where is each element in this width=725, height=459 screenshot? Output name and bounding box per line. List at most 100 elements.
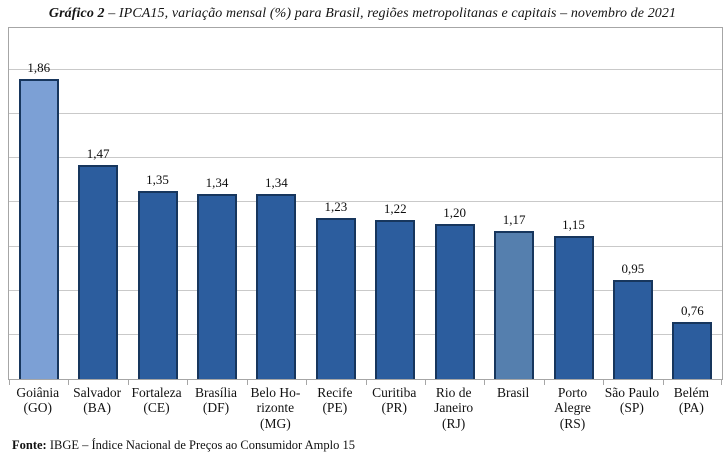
axis-tick xyxy=(662,379,664,385)
x-axis-label-line: Recife xyxy=(317,385,353,400)
axis-tick xyxy=(306,379,308,385)
gridline xyxy=(9,333,722,335)
bar xyxy=(494,231,535,379)
x-axis-label-line: Goiânia xyxy=(16,385,60,400)
x-axis-label-line: Brasil xyxy=(496,385,530,400)
bar-value-label: 1,15 xyxy=(562,216,585,232)
x-axis-label-line: (MG) xyxy=(260,415,291,431)
x-axis-label-line: Rio de xyxy=(435,385,472,400)
gridline xyxy=(9,68,722,70)
bar-value-label: 1,47 xyxy=(86,145,110,161)
chart-title-prefix: Gráfico 2 xyxy=(48,6,105,21)
bar-slot: 1,35 xyxy=(128,28,187,379)
axis-tick xyxy=(484,379,486,385)
bar xyxy=(256,193,297,379)
chart-title-rest: – IPCA15, variação mensal (%) para Brasi… xyxy=(104,6,677,21)
bar-value-label: 1,34 xyxy=(205,174,229,190)
bar xyxy=(434,224,475,379)
bar xyxy=(137,191,178,379)
axis-tick xyxy=(9,379,10,385)
bar-slot: 1,34 xyxy=(247,28,306,379)
bar-value-label: 1,17 xyxy=(502,212,526,228)
chart-title: Gráfico 2 – IPCA15, variação mensal (%) … xyxy=(0,6,725,22)
bar xyxy=(315,217,356,379)
bar-value-label: 1,23 xyxy=(324,198,348,214)
x-axis-label: Rio de Janeiro (RJ) xyxy=(424,385,483,431)
bar-value-label: 1,35 xyxy=(146,172,169,188)
x-axis-label-line: Porto xyxy=(557,385,588,400)
bar xyxy=(553,235,594,379)
gridline xyxy=(9,157,722,159)
x-axis-label-line: (PR) xyxy=(381,400,407,416)
x-axis-label: Brasília (DF) xyxy=(186,385,245,431)
x-axis-label-line: São Paulo xyxy=(604,385,660,400)
x-axis-label-line: (BA) xyxy=(83,400,111,416)
source-text: IBGE – Índice Nacional de Preços ao Cons… xyxy=(46,438,355,452)
x-axis-label-line: (PE) xyxy=(322,400,348,416)
gridline xyxy=(9,201,722,203)
x-axis-label-line: (RS) xyxy=(559,415,586,431)
axis-tick xyxy=(721,379,722,385)
x-axis-label: Fortaleza (CE) xyxy=(127,385,186,431)
x-axis-label: Brasil xyxy=(483,385,542,431)
bar-chart: 1,86 1,47 1,35 1,34 1,34 1,23 1,22 1,20 1,17 1,15… xyxy=(8,27,723,385)
bar-slot: 1,34 xyxy=(187,28,246,379)
axis-tick xyxy=(68,379,70,385)
source-label: Fonte: xyxy=(12,438,47,452)
source-note: Fonte: IBGE – Índice Nacional de Preços … xyxy=(12,438,355,453)
x-axis-label-line: Fortaleza xyxy=(131,385,182,400)
x-axis-label: Belém (PA) xyxy=(662,385,721,431)
x-axis-label-line: rizonte xyxy=(256,400,295,416)
bar-slot: 1,22 xyxy=(366,28,425,379)
x-axis-label-line: (RJ) xyxy=(442,415,466,431)
x-axis-label: São Paulo (SP) xyxy=(602,385,661,431)
x-axis-label-line: Belo Ho- xyxy=(250,385,301,400)
bar-value-label: 1,86 xyxy=(27,59,51,75)
x-axis-label-line: Salvador xyxy=(73,385,122,400)
x-axis-label-line: (CE) xyxy=(143,400,170,416)
bar xyxy=(196,193,237,379)
x-axis-label-line: Janeiro xyxy=(434,400,474,416)
x-axis-label-line: Belém xyxy=(673,385,709,400)
bar-value-label: 1,22 xyxy=(383,201,407,217)
bars-row: 1,86 1,47 1,35 1,34 1,34 1,23 1,22 1,20 1,17 1,15… xyxy=(9,28,722,379)
bar-value-label: 1,20 xyxy=(443,205,467,221)
x-axis-label: Curitiba (PR) xyxy=(365,385,424,431)
bar-slot: 1,20 xyxy=(425,28,484,379)
bar-slot: 0,95 xyxy=(603,28,662,379)
bar-slot: 1,15 xyxy=(544,28,603,379)
x-axis-label: Salvador (BA) xyxy=(67,385,126,431)
x-axis-label-line: Brasília xyxy=(194,385,237,400)
x-axis-label-line: (SP) xyxy=(619,400,644,416)
bar-slot: 1,86 xyxy=(9,28,68,379)
plot-area: 1,86 1,47 1,35 1,34 1,34 1,23 1,22 1,20 1,17 1,15… xyxy=(9,28,722,385)
bar xyxy=(672,321,713,379)
axis-tick xyxy=(424,379,426,385)
x-axis-labels: Goiânia (GO) Salvador (BA) Fortaleza (CE) Bras… xyxy=(8,385,721,431)
bar-slot: 0,76 xyxy=(663,28,722,379)
x-axis-label-line: Curitiba xyxy=(372,385,417,400)
x-axis-label: Goiânia (GO) xyxy=(8,385,67,431)
x-axis-label-line: Alegre xyxy=(554,400,591,416)
bar xyxy=(612,279,653,379)
x-axis-label-line: (GO) xyxy=(23,400,52,416)
axis-tick xyxy=(603,379,605,385)
x-axis-label-line: (PA) xyxy=(678,400,704,416)
x-axis-label-line: (DF) xyxy=(202,400,230,416)
gridline xyxy=(9,289,722,291)
bar xyxy=(18,78,59,379)
axis-tick xyxy=(543,379,545,385)
gridline xyxy=(9,245,722,247)
x-axis-label: Belo Ho-rizonte (MG) xyxy=(246,385,305,431)
x-axis-label: Recife (PE) xyxy=(305,385,364,431)
bar-slot: 1,47 xyxy=(68,28,127,379)
x-axis-label: Porto Alegre (RS) xyxy=(543,385,602,431)
bar-value-label: 0,76 xyxy=(680,302,704,318)
bar-slot: 1,17 xyxy=(484,28,543,379)
bar-value-label: 0,95 xyxy=(621,260,645,276)
bar xyxy=(375,220,416,379)
axis-tick xyxy=(127,379,129,385)
gridline xyxy=(9,113,722,115)
bar-slot: 1,23 xyxy=(306,28,365,379)
bar-value-label: 1,34 xyxy=(265,174,288,190)
